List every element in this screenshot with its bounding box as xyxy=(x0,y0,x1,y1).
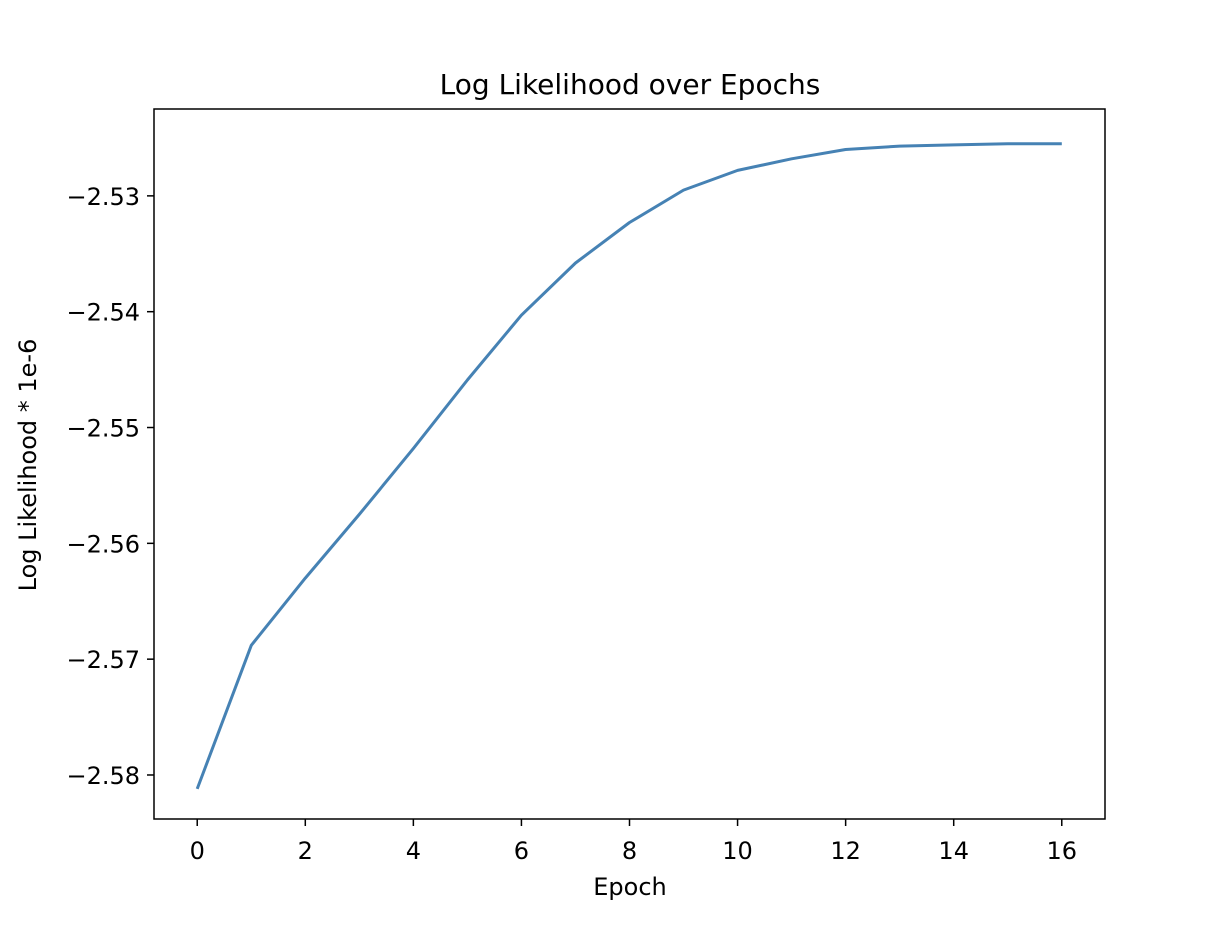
y-tick-label: −2.53 xyxy=(66,183,140,211)
x-tick-label: 14 xyxy=(938,837,969,865)
y-tick-label: −2.54 xyxy=(66,299,140,327)
x-tick-label: 8 xyxy=(622,837,637,865)
x-tick-label: 2 xyxy=(298,837,313,865)
x-axis: 0 2 4 6 8 10 12 14 16 xyxy=(190,819,1077,865)
plot-area xyxy=(195,142,1062,790)
x-tick-label: 6 xyxy=(514,837,529,865)
series-line xyxy=(195,142,1062,790)
x-tick-label: 0 xyxy=(190,837,205,865)
y-tick-label: −2.58 xyxy=(66,762,140,790)
y-axis: −2.58 −2.57 −2.56 −2.55 −2.54 −2.53 xyxy=(66,183,154,790)
chart-title: Log Likelihood over Epochs xyxy=(440,68,821,101)
x-axis-label: Epoch xyxy=(593,873,667,901)
x-tick-label: 10 xyxy=(722,837,753,865)
x-tick-label: 16 xyxy=(1046,837,1077,865)
y-tick-label: −2.56 xyxy=(66,530,140,558)
x-tick-label: 4 xyxy=(406,837,421,865)
y-tick-label: −2.55 xyxy=(66,415,140,443)
x-tick-label: 12 xyxy=(830,837,861,865)
y-tick-label: −2.57 xyxy=(66,646,140,674)
y-axis-label: Log Likelihood * 1e-6 xyxy=(14,339,42,592)
